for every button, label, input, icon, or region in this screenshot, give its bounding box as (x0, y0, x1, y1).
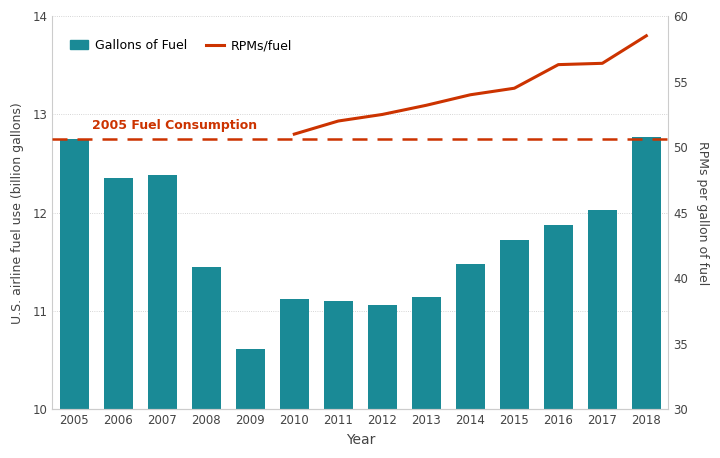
Bar (236, 349, 265, 458)
Bar (280, 300, 309, 458)
Bar (500, 240, 528, 458)
Bar (544, 224, 572, 458)
Bar (324, 301, 353, 458)
Bar (368, 305, 397, 458)
Bar (148, 175, 176, 458)
Bar (192, 267, 220, 458)
Bar (412, 297, 441, 458)
Bar (632, 137, 661, 458)
Y-axis label: RPMs per gallon of fuel: RPMs per gallon of fuel (696, 141, 709, 285)
Bar (104, 178, 132, 458)
X-axis label: Year: Year (346, 433, 375, 447)
Y-axis label: U.S. airline fuel use (billion gallons): U.S. airline fuel use (billion gallons) (11, 102, 24, 324)
Bar (456, 264, 485, 458)
Bar (60, 139, 89, 458)
Bar (588, 210, 616, 458)
Legend: Gallons of Fuel, RPMs/fuel: Gallons of Fuel, RPMs/fuel (65, 34, 297, 57)
Text: 2005 Fuel Consumption: 2005 Fuel Consumption (92, 119, 257, 132)
